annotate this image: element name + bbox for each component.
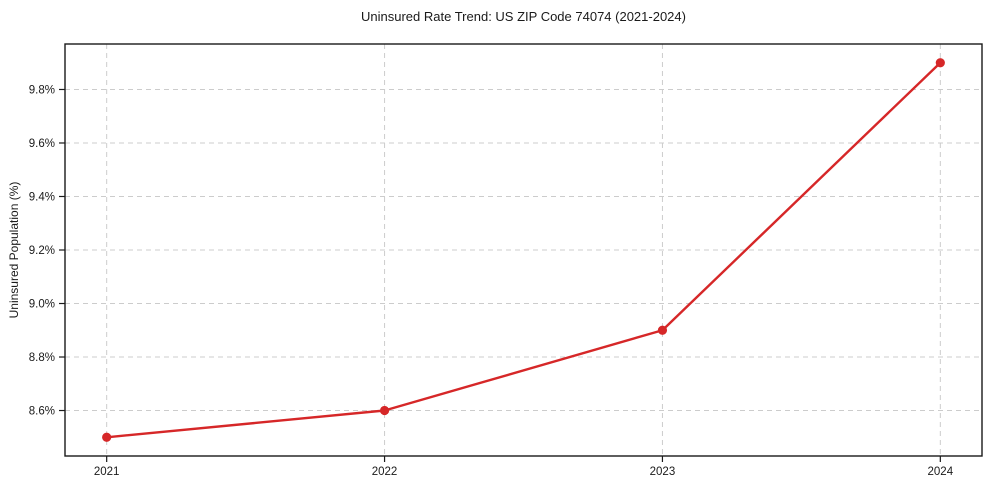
chart-title: Uninsured Rate Trend: US ZIP Code 74074 … xyxy=(361,9,686,24)
x-tick-label: 2021 xyxy=(94,466,120,478)
y-tick-label: 9.4% xyxy=(29,191,55,203)
x-tick-label: 2022 xyxy=(372,466,398,478)
x-tick-label: 2023 xyxy=(650,466,676,478)
y-tick-label: 8.6% xyxy=(29,406,55,418)
y-tick-label: 8.8% xyxy=(29,352,55,364)
y-tick-label: 9.2% xyxy=(29,245,55,257)
data-point-marker xyxy=(935,58,945,68)
data-point-marker xyxy=(379,405,390,416)
x-tick-label: 2024 xyxy=(928,466,954,478)
trend-line xyxy=(105,61,942,439)
data-point-marker xyxy=(657,325,668,335)
data-point-marker xyxy=(102,432,112,442)
y-tick-label: 9.0% xyxy=(29,299,55,311)
y-tick-label: 9.8% xyxy=(29,84,55,96)
plot-border xyxy=(64,43,983,457)
y-tick-label: 9.6% xyxy=(29,138,55,150)
